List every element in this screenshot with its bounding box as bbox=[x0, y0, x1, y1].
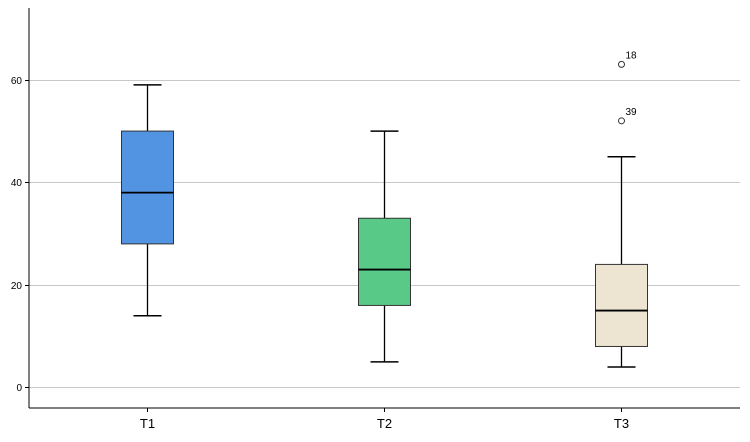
category-label: T3 bbox=[614, 416, 629, 431]
box-iqr bbox=[595, 263, 648, 347]
y-tick-label: 60 bbox=[11, 76, 23, 87]
box-iqr bbox=[358, 217, 411, 306]
outlier-label: 39 bbox=[626, 107, 638, 118]
y-tick-label: 0 bbox=[16, 383, 22, 394]
outlier-label: 18 bbox=[626, 50, 638, 61]
y-tick-label: 40 bbox=[11, 178, 23, 189]
box-iqr bbox=[121, 130, 174, 245]
category-labels: T1 T2 T3 bbox=[140, 408, 629, 431]
y-tick-labels: 0 20 40 60 bbox=[11, 76, 23, 394]
box-group-t1 bbox=[121, 84, 174, 317]
category-label: T1 bbox=[140, 416, 155, 431]
box-group-t2 bbox=[358, 130, 411, 363]
outlier-point bbox=[618, 60, 625, 68]
category-label: T2 bbox=[377, 416, 392, 431]
outlier-point bbox=[618, 117, 625, 125]
y-tick-label: 20 bbox=[11, 281, 23, 292]
